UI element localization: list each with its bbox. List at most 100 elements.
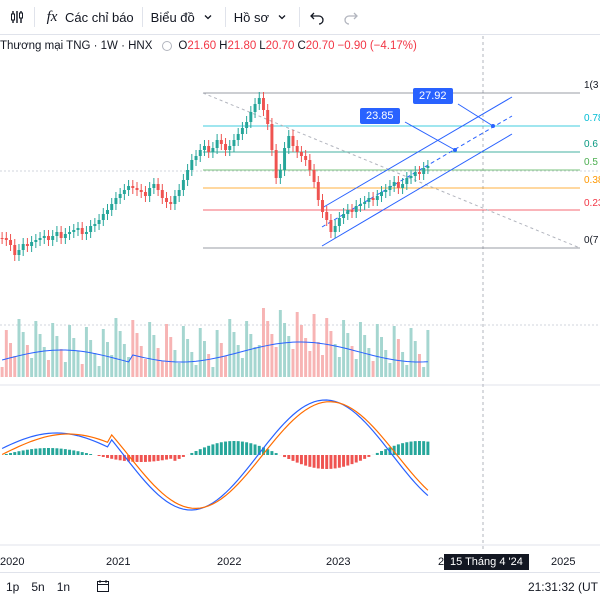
volume-bar — [106, 342, 109, 377]
candle-body — [81, 228, 84, 234]
top-toolbar: fx Các chỉ báo Biểu đồ Hồ sơ — [0, 0, 600, 35]
x-label-2025: 2025 — [551, 556, 575, 568]
candle-body — [1, 238, 4, 239]
volume-bar — [47, 360, 50, 377]
volume-bar — [5, 330, 8, 377]
candle-body — [68, 232, 71, 234]
candle-body — [275, 150, 278, 178]
macd-histogram-bar — [355, 455, 358, 463]
range-1n-button[interactable]: 1n — [51, 580, 76, 594]
macd-histogram-bar — [405, 442, 408, 455]
volume-bar — [161, 361, 164, 377]
candle-body — [287, 136, 290, 148]
macd-histogram-bar — [39, 448, 42, 455]
volume-bar — [300, 325, 303, 377]
candle-body — [106, 210, 109, 214]
price-callout-a[interactable]: 23.85 — [360, 108, 400, 124]
candle-body — [64, 234, 67, 238]
price-chart[interactable] — [0, 34, 600, 572]
volume-bar — [346, 333, 349, 377]
candle-body — [363, 202, 366, 204]
volume-bar — [325, 318, 328, 377]
macd-histogram-bar — [367, 455, 370, 457]
macd-histogram-bar — [182, 455, 185, 457]
price-callout-b[interactable]: 27.92 — [413, 88, 453, 104]
volume-bar — [405, 365, 408, 377]
macd-histogram-bar — [220, 442, 223, 455]
macd-histogram-bar — [89, 454, 92, 455]
indicators-button[interactable]: fx Các chỉ báo — [35, 0, 142, 34]
redo-icon — [342, 8, 360, 26]
calendar-icon[interactable] — [90, 579, 116, 596]
candle-body — [393, 182, 396, 186]
candle-body — [102, 214, 105, 220]
macd-histogram-bar — [304, 455, 307, 466]
undo-button[interactable] — [300, 0, 334, 34]
macd-histogram-bar — [397, 444, 400, 455]
candle-body — [157, 184, 160, 190]
macd-histogram-bar — [55, 448, 58, 455]
macd-histogram-bar — [148, 455, 151, 462]
candle-body — [30, 242, 33, 246]
volume-bar — [304, 338, 307, 377]
candle-body — [119, 194, 122, 198]
volume-bar — [152, 335, 155, 377]
volume-bar — [195, 365, 198, 377]
crosshair-date-tag: 15 Tháng 4 '24 — [444, 554, 529, 570]
macd-histogram-bar — [216, 443, 219, 455]
volume-bar — [308, 351, 311, 377]
high-key: H — [219, 40, 227, 52]
volume-bar — [393, 326, 396, 377]
candle-body — [228, 146, 231, 150]
profile-label: Hồ sơ — [234, 10, 269, 25]
volume-bar — [207, 354, 210, 377]
volume-bar — [26, 345, 29, 377]
candle-body — [34, 240, 37, 242]
candle-body — [317, 182, 320, 200]
macd-histogram-bar — [152, 455, 155, 461]
candle-body — [85, 232, 88, 234]
range-5n-button[interactable]: 5n — [25, 580, 50, 594]
macd-histogram-bar — [72, 450, 75, 455]
candle-body — [304, 156, 307, 160]
macd-histogram-bar — [144, 455, 147, 462]
candle-body — [372, 198, 375, 200]
open-key: O — [178, 40, 187, 52]
macd-histogram-bar — [26, 450, 29, 455]
macd-histogram-bar — [270, 451, 273, 455]
candle-body — [359, 204, 362, 206]
candle-body — [216, 140, 219, 148]
redo-button[interactable] — [334, 0, 368, 34]
candle-body — [329, 220, 332, 232]
candle-body — [422, 168, 425, 174]
macd-histogram-bar — [321, 455, 324, 469]
volume-bar — [77, 351, 80, 377]
chart-type-button[interactable]: Biểu đồ — [143, 0, 225, 34]
fib-label-023: 0.23 — [584, 198, 600, 209]
volume-bar — [186, 339, 189, 377]
volume-bar — [418, 354, 421, 377]
candle-body — [93, 224, 96, 226]
macd-histogram-bar — [287, 455, 290, 459]
macd-histogram-bar — [9, 453, 12, 455]
profile-button[interactable]: Hồ sơ — [226, 0, 299, 34]
volume-bar — [157, 348, 160, 377]
bottom-bar: 1p 5n 1n 21:31:32 (UT — [0, 572, 600, 601]
drawing-tools-toggle[interactable] — [0, 0, 34, 34]
candle-body — [300, 152, 303, 156]
volume-bar — [270, 334, 273, 377]
macd-histogram-bar — [110, 455, 113, 459]
macd-histogram-bar — [334, 455, 337, 468]
candle-body — [401, 184, 404, 188]
candle-body — [43, 236, 46, 238]
volume-bar — [313, 314, 316, 377]
volume-bar — [397, 339, 400, 377]
range-1p-button[interactable]: 1p — [0, 580, 25, 594]
candle-body — [165, 198, 168, 202]
volume-bar — [241, 358, 244, 377]
macd-histogram-bar — [136, 455, 139, 462]
volume-bar — [190, 352, 193, 377]
candle-body — [110, 204, 113, 210]
volume-bar — [296, 312, 299, 377]
